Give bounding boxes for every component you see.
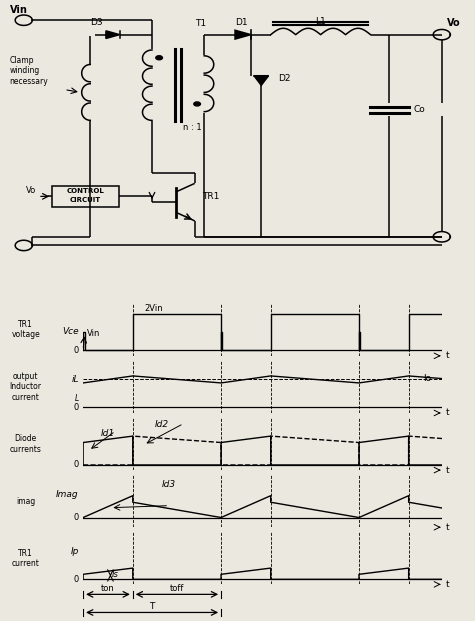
- Bar: [52, 186, 119, 207]
- Text: Is: Is: [112, 570, 119, 579]
- Text: t: t: [446, 523, 450, 532]
- Text: iL: iL: [71, 375, 79, 384]
- Text: T: T: [150, 602, 155, 611]
- Polygon shape: [254, 76, 268, 85]
- Text: output
Inductor
current: output Inductor current: [10, 372, 42, 402]
- Text: Clamp
winding
necessary: Clamp winding necessary: [10, 56, 48, 86]
- Text: CIRCUIT: CIRCUIT: [70, 197, 101, 203]
- Text: t: t: [446, 580, 450, 589]
- Text: Id3: Id3: [162, 479, 176, 489]
- Text: TR1: TR1: [202, 193, 219, 201]
- Circle shape: [194, 102, 200, 106]
- Text: D3: D3: [90, 17, 103, 27]
- Text: Vin: Vin: [10, 5, 28, 15]
- Text: 0: 0: [74, 575, 79, 584]
- Text: CONTROL: CONTROL: [66, 188, 104, 194]
- Text: 0: 0: [74, 403, 79, 412]
- Text: TR1
voltage: TR1 voltage: [11, 320, 40, 340]
- Text: Ip: Ip: [70, 546, 79, 556]
- Text: TR1
current: TR1 current: [12, 548, 40, 568]
- Text: Vin: Vin: [87, 329, 100, 338]
- Text: D1: D1: [235, 17, 248, 27]
- Text: Diode
currents: Diode currents: [10, 434, 42, 454]
- Text: 2Vin: 2Vin: [144, 304, 163, 314]
- Text: T1: T1: [195, 19, 206, 28]
- Text: Vo: Vo: [26, 186, 37, 196]
- Text: D2: D2: [278, 74, 290, 83]
- Text: Id1: Id1: [101, 429, 115, 438]
- Text: Vce: Vce: [62, 327, 79, 336]
- Text: t: t: [446, 409, 450, 417]
- Text: Vo: Vo: [447, 18, 461, 28]
- Text: L1: L1: [315, 17, 326, 25]
- Polygon shape: [235, 30, 251, 39]
- Text: 0: 0: [74, 460, 79, 469]
- Circle shape: [156, 56, 162, 60]
- Text: t: t: [446, 351, 450, 360]
- Text: 0: 0: [74, 513, 79, 522]
- Text: L: L: [75, 394, 79, 404]
- Text: toff: toff: [170, 584, 184, 592]
- Polygon shape: [106, 31, 120, 39]
- Text: n : 1: n : 1: [183, 123, 201, 132]
- Text: t: t: [446, 466, 450, 474]
- Text: imag: imag: [16, 497, 35, 505]
- Text: 0: 0: [74, 346, 79, 355]
- Text: Co: Co: [413, 105, 425, 114]
- Text: ton: ton: [101, 584, 115, 592]
- Text: Imag: Imag: [56, 489, 79, 499]
- Text: Id2: Id2: [155, 420, 169, 429]
- Text: Io: Io: [423, 374, 431, 383]
